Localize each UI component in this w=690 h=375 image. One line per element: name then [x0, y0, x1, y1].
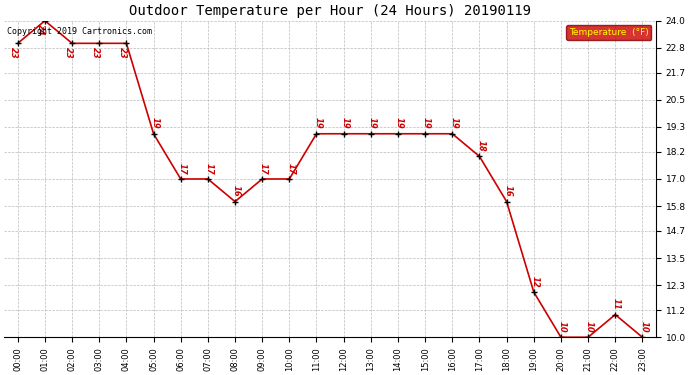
- Text: 10: 10: [639, 321, 649, 333]
- Text: 12: 12: [531, 276, 540, 288]
- Text: 16: 16: [504, 185, 513, 197]
- Text: 23: 23: [90, 47, 99, 58]
- Text: 23: 23: [9, 47, 18, 58]
- Text: 23: 23: [118, 47, 127, 58]
- Text: 19: 19: [340, 117, 350, 129]
- Text: Copyright 2019 Cartronics.com: Copyright 2019 Cartronics.com: [8, 27, 152, 36]
- Text: 17: 17: [259, 163, 268, 174]
- Text: 18: 18: [476, 140, 485, 152]
- Text: 23: 23: [63, 47, 72, 58]
- Text: 16: 16: [232, 185, 241, 197]
- Text: 19: 19: [422, 117, 431, 129]
- Text: 17: 17: [286, 163, 295, 174]
- Legend: Temperature  (°F): Temperature (°F): [566, 25, 651, 40]
- Text: 19: 19: [313, 117, 322, 129]
- Text: 19: 19: [150, 117, 159, 129]
- Text: 19: 19: [449, 117, 458, 129]
- Text: 10: 10: [558, 321, 566, 333]
- Text: 11: 11: [612, 298, 621, 310]
- Text: 10: 10: [585, 321, 594, 333]
- Text: 17: 17: [205, 163, 214, 174]
- Text: 24: 24: [37, 24, 46, 36]
- Text: 19: 19: [368, 117, 377, 129]
- Text: 17: 17: [177, 163, 186, 174]
- Text: 19: 19: [395, 117, 404, 129]
- Title: Outdoor Temperature per Hour (24 Hours) 20190119: Outdoor Temperature per Hour (24 Hours) …: [129, 4, 531, 18]
